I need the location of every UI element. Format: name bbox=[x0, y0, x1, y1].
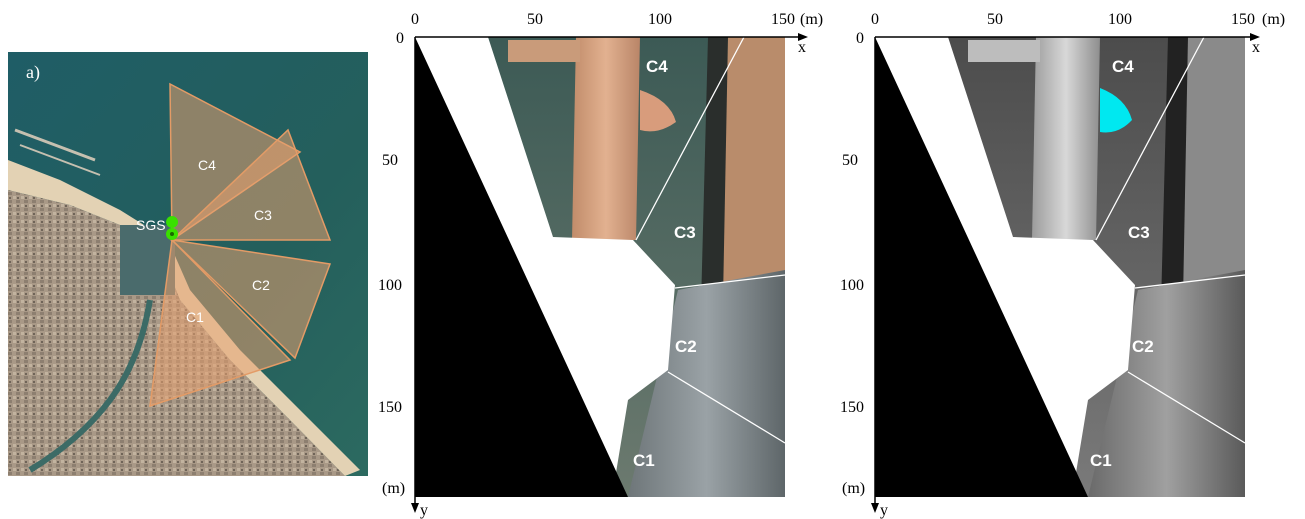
y-tick-150: 150 bbox=[378, 399, 402, 416]
label-c2: C2 bbox=[1132, 337, 1154, 356]
y-tick-0: 0 bbox=[396, 30, 404, 47]
y-tick-100: 100 bbox=[840, 277, 864, 294]
x-tick-150: 150 bbox=[1231, 11, 1255, 28]
x-tick-50: 50 bbox=[987, 11, 1003, 28]
y-tick-100: 100 bbox=[378, 277, 402, 294]
x-tick-50: 50 bbox=[527, 11, 543, 28]
label-c2: C2 bbox=[252, 277, 270, 293]
beach-strip bbox=[8, 160, 360, 476]
panel-b-letter: b) bbox=[426, 472, 441, 493]
x-axis-unit: (m) bbox=[1262, 11, 1285, 28]
label-c1: C1 bbox=[186, 309, 204, 325]
upper-dock bbox=[508, 40, 580, 62]
fov-c1 bbox=[149, 238, 292, 408]
pier bbox=[572, 37, 640, 240]
x-tick-100: 100 bbox=[1108, 11, 1132, 28]
y-axis-unit: (m) bbox=[382, 480, 405, 497]
panel-c-letter: c) bbox=[886, 472, 900, 493]
label-c1: C1 bbox=[1090, 451, 1112, 470]
x-axis-name: x bbox=[1252, 39, 1260, 56]
label-c1: C1 bbox=[633, 451, 655, 470]
upper-dock bbox=[968, 40, 1040, 62]
label-c3: C3 bbox=[1128, 223, 1150, 242]
x-tick-0: 0 bbox=[871, 11, 879, 28]
station-label: SGS bbox=[136, 217, 166, 233]
x-tick-100: 100 bbox=[648, 11, 672, 28]
label-c4: C4 bbox=[198, 157, 216, 173]
lower-area bbox=[628, 270, 785, 497]
canal bbox=[28, 299, 153, 473]
y-axis-arrow-icon bbox=[871, 503, 879, 513]
pier bbox=[1032, 37, 1100, 240]
panel-a-satellite-map: a) SGS C4 C3 C2 C1 bbox=[0, 0, 372, 519]
camera-fov-group bbox=[149, 82, 332, 408]
breakwater bbox=[19, 144, 101, 176]
panel-b-rectified-color: 0 50 100 150 (m) x 0 50 100 150 (m) y b)… bbox=[378, 0, 832, 519]
right-quay bbox=[1183, 37, 1245, 300]
x-axis-name: x bbox=[798, 39, 806, 56]
y-tick-0: 0 bbox=[856, 30, 864, 47]
fov-c3 bbox=[170, 128, 332, 241]
station-marker-icon bbox=[166, 216, 179, 244]
label-c4: C4 bbox=[1112, 57, 1134, 76]
y-tick-50: 50 bbox=[842, 152, 858, 169]
breakwater bbox=[14, 128, 96, 162]
right-quay bbox=[723, 37, 785, 300]
sand-spit bbox=[640, 90, 676, 132]
x-axis-arrow-icon bbox=[1250, 33, 1260, 41]
rectified-mosaic-gray: 0 50 100 150 (m) x 0 50 100 150 (m) y c)… bbox=[840, 11, 1285, 519]
y-axis-name: y bbox=[420, 502, 428, 519]
y-tick-50: 50 bbox=[382, 152, 398, 169]
x-tick-150: 150 bbox=[771, 11, 795, 28]
label-c2: C2 bbox=[675, 337, 697, 356]
camera-boundaries bbox=[635, 36, 786, 444]
satellite-map: a) SGS C4 C3 C2 C1 bbox=[8, 52, 368, 476]
panel-a-letter: a) bbox=[26, 62, 40, 83]
y-tick-150: 150 bbox=[840, 399, 864, 416]
y-axis-unit: (m) bbox=[842, 480, 865, 497]
lower-area bbox=[1088, 270, 1245, 497]
highlighted-feature bbox=[1100, 88, 1132, 133]
panel-c-rectified-gray: 0 50 100 150 (m) x 0 50 100 150 (m) y c)… bbox=[840, 0, 1305, 519]
out-of-view-region bbox=[415, 37, 628, 497]
y-axis-name: y bbox=[880, 502, 888, 519]
label-c3: C3 bbox=[254, 207, 272, 223]
camera-boundaries bbox=[1095, 36, 1246, 444]
fov-c2 bbox=[169, 238, 332, 360]
x-axis-arrow-icon bbox=[798, 33, 808, 41]
label-c4: C4 bbox=[646, 57, 668, 76]
x-axis-unit: (m) bbox=[800, 11, 823, 28]
x-tick-0: 0 bbox=[411, 11, 419, 28]
y-axis-arrow-icon bbox=[411, 503, 419, 513]
out-of-view-region bbox=[875, 37, 1088, 497]
rectified-mosaic-color: 0 50 100 150 (m) x 0 50 100 150 (m) y b)… bbox=[378, 11, 823, 519]
label-c3: C3 bbox=[674, 223, 696, 242]
